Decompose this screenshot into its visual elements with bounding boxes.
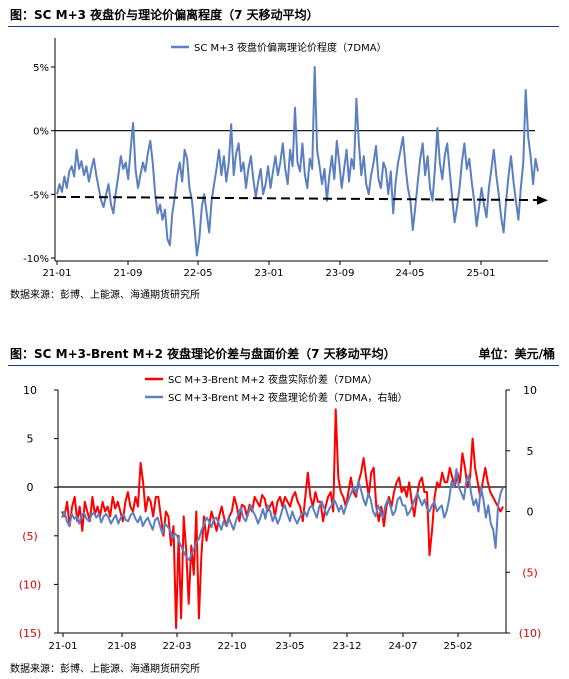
chart1-x-tick-label: 23-01	[254, 268, 283, 279]
chart1-x-tick-label: 25-01	[466, 268, 495, 279]
chart1-x-tick-label: 23-09	[325, 268, 354, 279]
chart1-series-deviation	[56, 66, 539, 257]
chart1-y-tick-label: -10%	[23, 254, 49, 265]
chart2-source: 数据来源：彭博、上能源、海通期货研究所	[10, 664, 200, 675]
chart1-legend-label: SC M+3 夜盘价偏离理论价程度（7DMA）	[194, 41, 387, 54]
chart1-y-tick-label: 5%	[33, 63, 49, 74]
chart1-x-tick-label: 24-05	[395, 268, 424, 279]
chart1-title: 图：SC M+3 夜盘价与理论价偏离程度（7 天移动平均）	[10, 8, 319, 22]
chart1-trendline-arrow	[537, 195, 548, 205]
chart2-title-rule	[8, 365, 559, 366]
chart1-title-rule	[8, 26, 559, 27]
chart2-unit: 单位：美元/桶	[478, 347, 555, 361]
chart1-x-tick-label: 21-09	[113, 268, 142, 279]
chart1-source: 数据来源：彭博、上能源、海通期货研究所	[10, 290, 200, 301]
chart1-y-tick-label: -5%	[30, 190, 49, 201]
chart1-x-tick-label: 22-05	[183, 268, 212, 279]
chart1-y-tick-label: 0%	[33, 127, 49, 138]
chart2-title: 图：SC M+3-Brent M+2 夜盘理论价差与盘面价差（7 天移动平均）	[10, 347, 396, 361]
chart1-trendline	[56, 195, 539, 202]
chart1-x-tick-label: 21-01	[42, 268, 71, 279]
chart1-legend	[165, 39, 385, 55]
